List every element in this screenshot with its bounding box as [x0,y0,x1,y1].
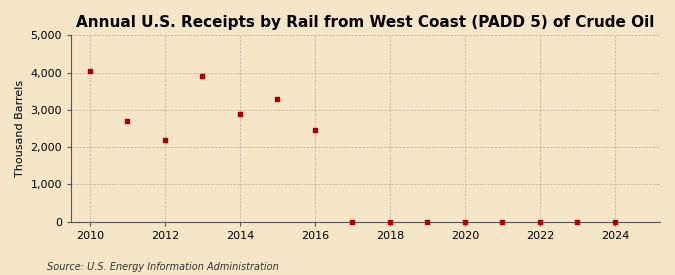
Point [310,128,321,133]
Point [497,219,508,224]
Point [610,219,620,224]
Point [347,219,358,224]
Title: Annual U.S. Receipts by Rail from West Coast (PADD 5) of Crude Oil: Annual U.S. Receipts by Rail from West C… [76,15,655,30]
Point [460,219,470,224]
Point [159,138,170,142]
Point [272,97,283,101]
Point [422,219,433,224]
Point [197,74,208,79]
Point [235,111,246,116]
Text: Source: U.S. Energy Information Administration: Source: U.S. Energy Information Administ… [47,262,279,272]
Point [385,219,396,224]
Point [535,219,545,224]
Point [84,68,95,73]
Point [572,219,583,224]
Y-axis label: Thousand Barrels: Thousand Barrels [15,80,25,177]
Point [122,119,133,123]
